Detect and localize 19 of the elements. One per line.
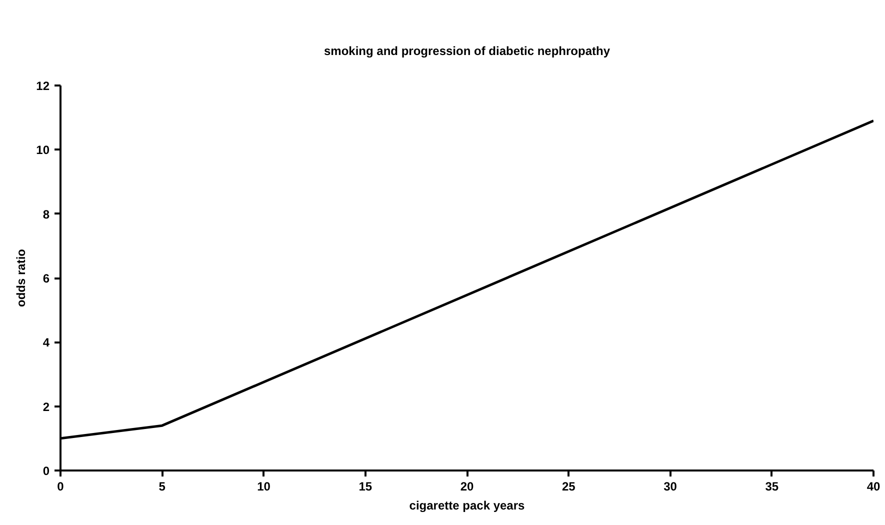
y-tick-label: 0: [42, 464, 50, 478]
y-tick-label: 2: [42, 400, 50, 414]
y-tick-label: 10: [36, 143, 50, 158]
x-tick-label: 10: [257, 480, 271, 494]
x-tick-label: 25: [562, 480, 576, 494]
x-axis-title: cigarette pack years: [409, 498, 526, 512]
y-tick-label: 8: [42, 207, 50, 222]
x-tick-label: 30: [664, 480, 678, 494]
y-tick-label: 12: [36, 79, 50, 93]
x-tick-label: 0: [57, 480, 64, 494]
chart-title: smoking and progression of diabetic nephropathy: [324, 44, 610, 58]
y-axis-title: odds ratio: [14, 248, 28, 307]
x-tick-label: 40: [866, 480, 880, 494]
y-tick-label: 4: [42, 336, 50, 350]
x-tick-label: 15: [358, 480, 372, 494]
x-tick-label: 35: [765, 480, 779, 494]
x-tick-label: 5: [158, 480, 166, 494]
x-tick-label: 20: [460, 480, 474, 494]
y-tick-label: 6: [42, 272, 50, 286]
